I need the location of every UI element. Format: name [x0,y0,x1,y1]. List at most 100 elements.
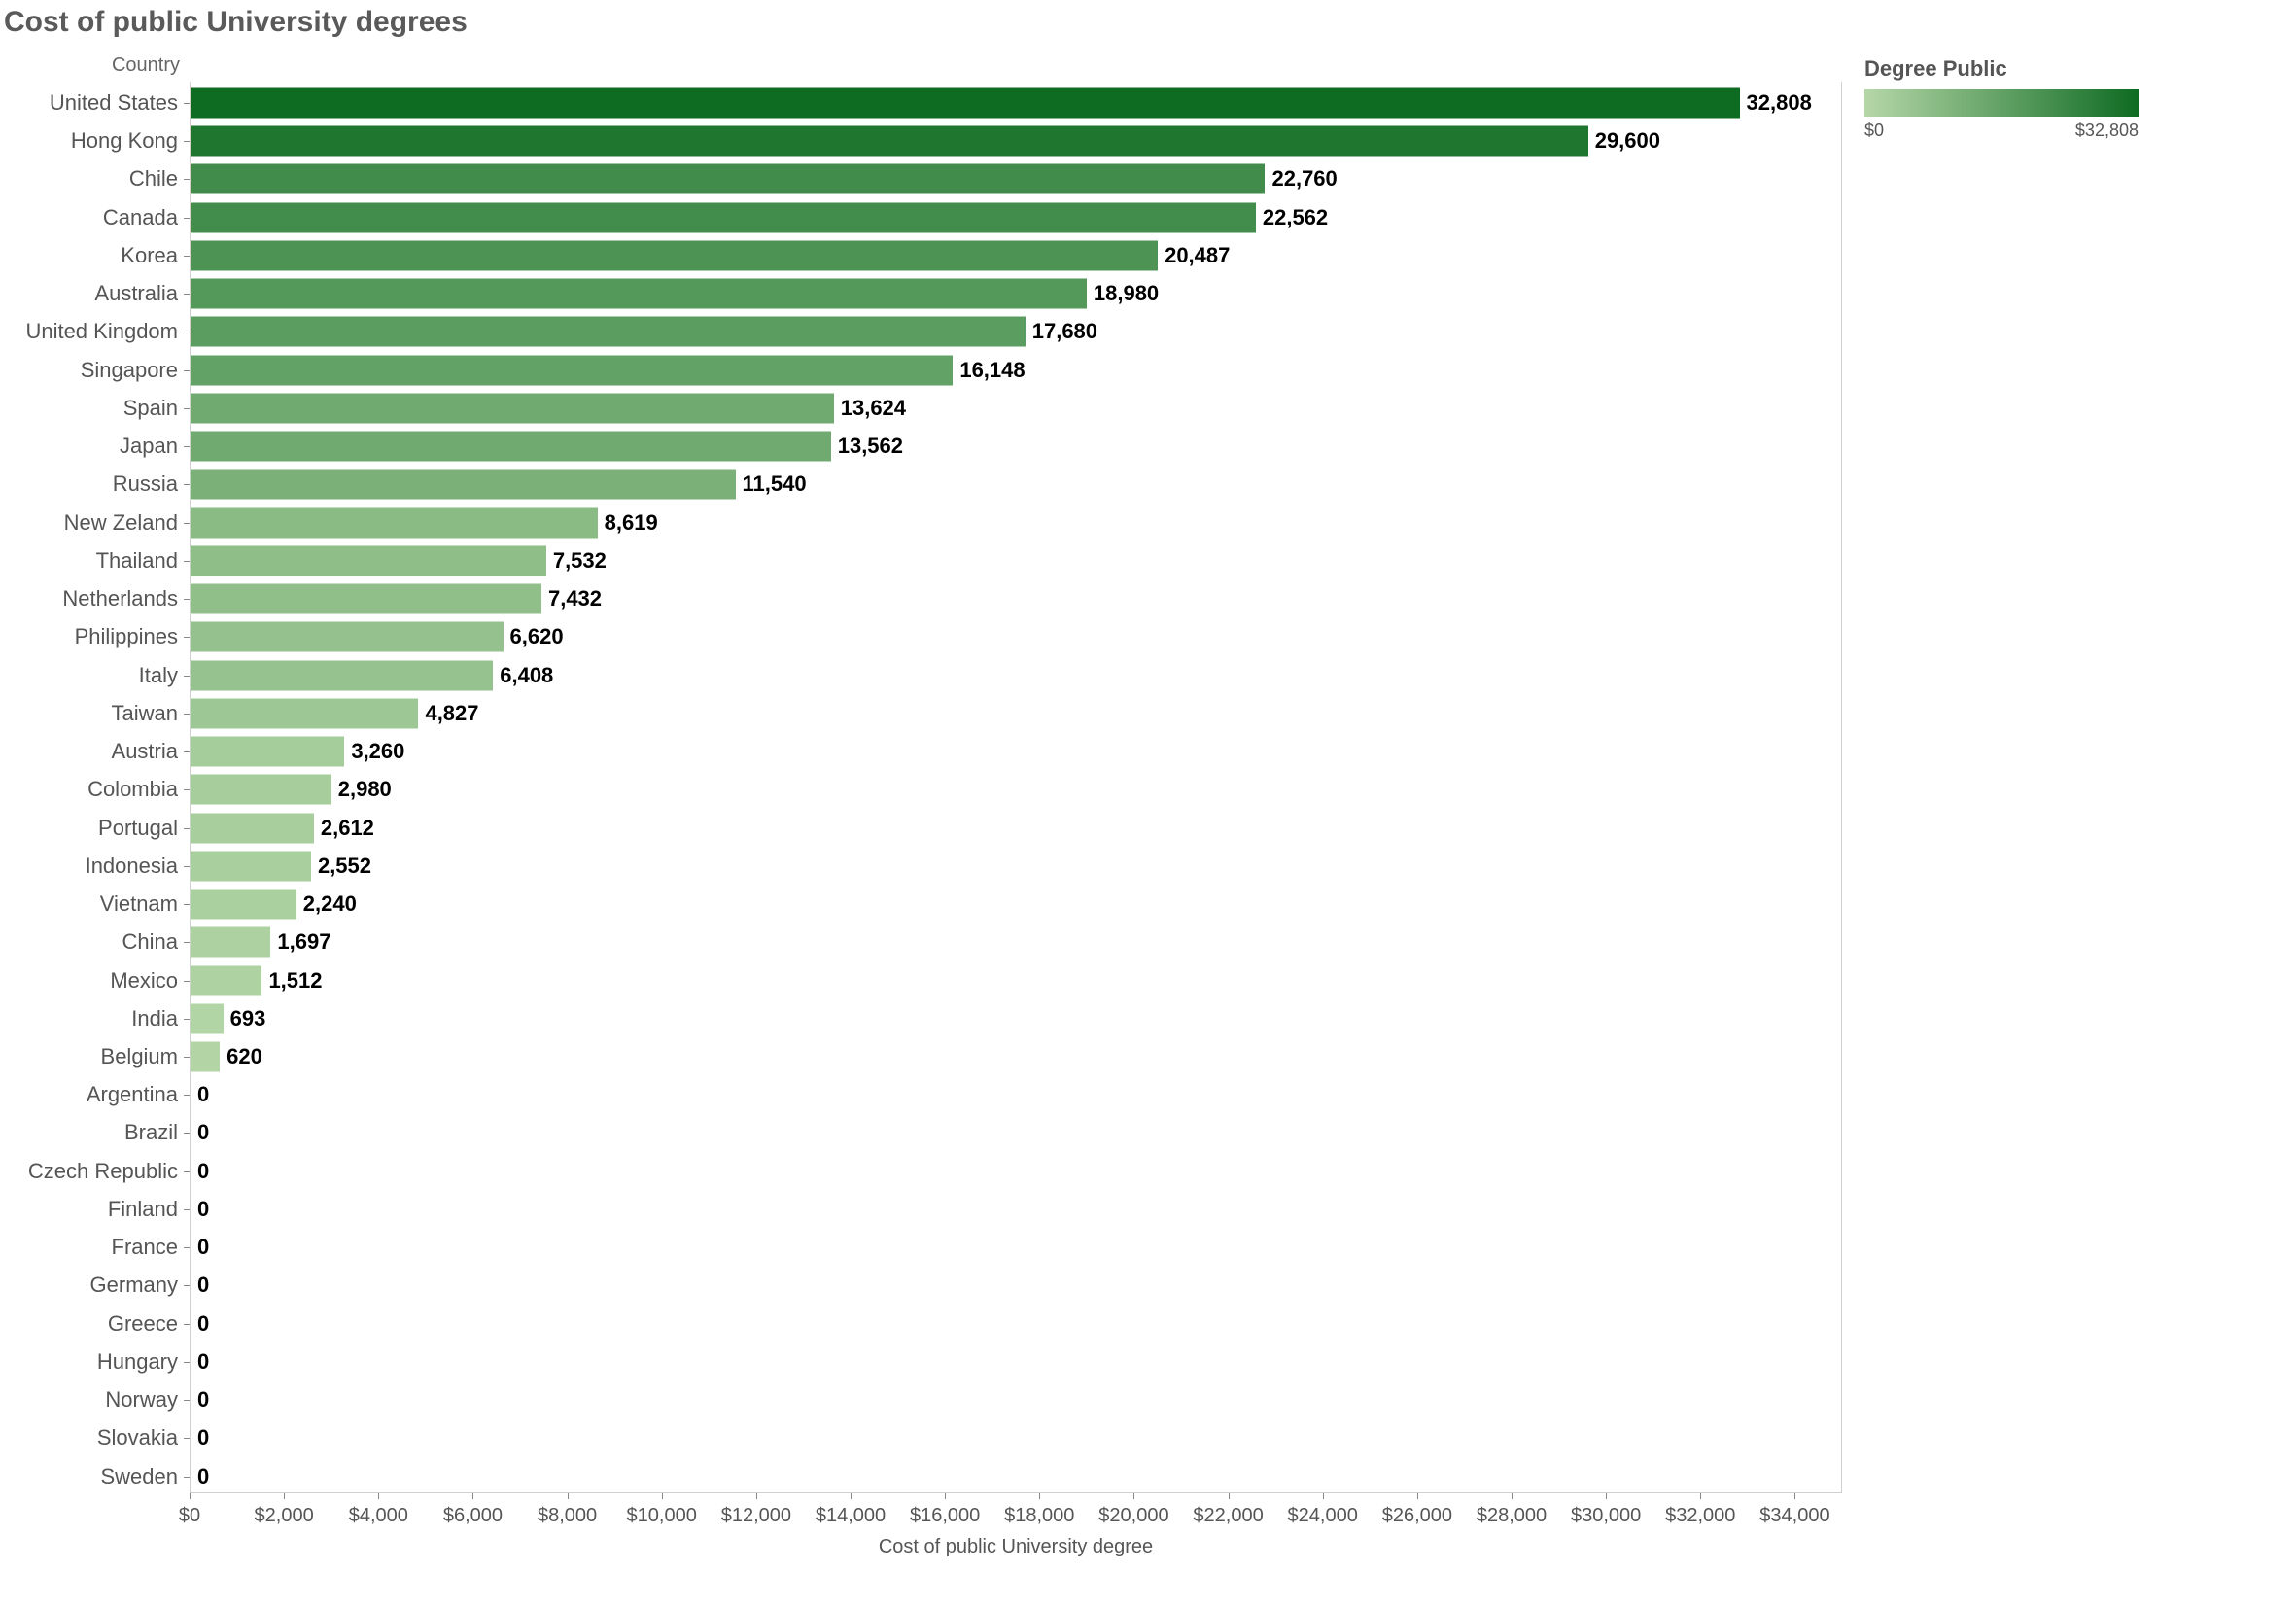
y-tick-label: Hungary [0,1349,178,1375]
bar-value-label: 2,240 [303,891,357,917]
x-tick-mark [190,1493,191,1499]
bar-value-label: 693 [230,1006,266,1031]
bar [191,88,1740,119]
bar-value-label: 22,760 [1271,166,1337,192]
y-tick-mark [184,942,190,943]
page-title: Cost of public University degrees [4,6,468,39]
x-tick-label: $12,000 [721,1505,791,1527]
x-tick-mark [378,1493,379,1499]
bar-value-label: 11,540 [743,471,807,497]
y-tick-mark [184,828,190,829]
y-tick-label: United States [0,90,178,116]
y-tick-mark [184,637,190,638]
bar-value-label: 3,260 [351,739,404,764]
bar-value-label: 1,697 [277,929,330,955]
y-tick-mark [184,256,190,257]
y-tick-label: Netherlands [0,586,178,611]
y-tick-label: Finland [0,1197,178,1222]
y-tick-label: Philippines [0,624,178,649]
legend-title: Degree Public [1864,56,2007,82]
bar [191,927,270,958]
bar-value-label: 32,808 [1747,90,1812,116]
x-tick-mark [1417,1493,1418,1499]
y-tick-label: France [0,1235,178,1260]
bar-value-label: 20,487 [1165,243,1230,268]
bar-value-label: 13,624 [841,396,906,421]
y-tick-label: Australia [0,281,178,306]
y-tick-mark [184,1477,190,1478]
legend-max-label: $32,808 [2075,121,2139,141]
bar-value-label: 22,562 [1263,205,1328,230]
bar-value-label: 0 [197,1159,209,1184]
y-tick-label: Chile [0,166,178,192]
bar-value-label: 620 [226,1044,262,1069]
y-tick-mark [184,1247,190,1248]
y-tick-label: Korea [0,243,178,268]
x-tick-mark [851,1493,852,1499]
bar-value-label: 0 [197,1464,209,1489]
x-tick-mark [1794,1493,1795,1499]
x-tick-label: $18,000 [1004,1505,1074,1527]
y-tick-label: Russia [0,471,178,497]
y-tick-label: Hong Kong [0,128,178,154]
bar-value-label: 0 [197,1311,209,1337]
bar-value-label: 2,980 [338,777,392,802]
y-tick-label: Czech Republic [0,1159,178,1184]
bar-value-label: 13,562 [838,434,903,459]
bar [191,890,296,920]
bar [191,545,546,576]
x-tick-label: $10,000 [627,1505,697,1527]
bar [191,660,493,690]
bar [191,775,331,805]
bar-value-label: 7,432 [548,586,602,611]
x-tick-mark [662,1493,663,1499]
bar [191,622,504,652]
y-tick-mark [184,103,190,104]
bar-value-label: 8,619 [605,510,658,536]
y-tick-mark [184,1171,190,1172]
bar-value-label: 2,552 [318,854,371,879]
y-tick-mark [184,599,190,600]
y-tick-label: Indonesia [0,854,178,879]
y-tick-label: China [0,929,178,955]
bar [191,813,314,843]
y-tick-label: Vietnam [0,891,178,917]
x-tick-mark [1133,1493,1134,1499]
y-tick-mark [184,751,190,752]
y-tick-label: New Zeland [0,510,178,536]
y-tick-mark [184,294,190,295]
bar [191,1042,220,1072]
y-tick-label: Germany [0,1273,178,1298]
bar-value-label: 0 [197,1197,209,1222]
y-tick-mark [184,676,190,677]
bar-value-label: 0 [197,1349,209,1375]
x-tick-label: $0 [179,1505,200,1527]
x-tick-label: $28,000 [1477,1505,1547,1527]
x-tick-mark [1512,1493,1513,1499]
bar [191,202,1256,232]
x-tick-label: $14,000 [816,1505,886,1527]
y-tick-label: India [0,1006,178,1031]
x-tick-mark [1323,1493,1324,1499]
y-tick-label: Mexico [0,968,178,994]
x-tick-mark [1039,1493,1040,1499]
x-tick-mark [568,1493,569,1499]
y-tick-label: Argentina [0,1082,178,1107]
x-tick-label: $30,000 [1571,1505,1641,1527]
y-tick-mark [184,218,190,219]
chart-page: Cost of public University degrees Countr… [0,0,2296,1606]
x-tick-label: $20,000 [1098,1505,1168,1527]
bar [191,851,311,881]
y-tick-mark [184,561,190,562]
y-tick-label: Austria [0,739,178,764]
y-tick-mark [184,904,190,905]
x-tick-label: $16,000 [910,1505,980,1527]
y-tick-label: Italy [0,663,178,688]
x-tick-mark [284,1493,285,1499]
bar [191,355,953,385]
y-tick-mark [184,789,190,790]
y-tick-mark [184,1400,190,1401]
y-tick-label: Sweden [0,1464,178,1489]
bar [191,698,418,728]
bar-value-label: 29,600 [1595,128,1660,154]
